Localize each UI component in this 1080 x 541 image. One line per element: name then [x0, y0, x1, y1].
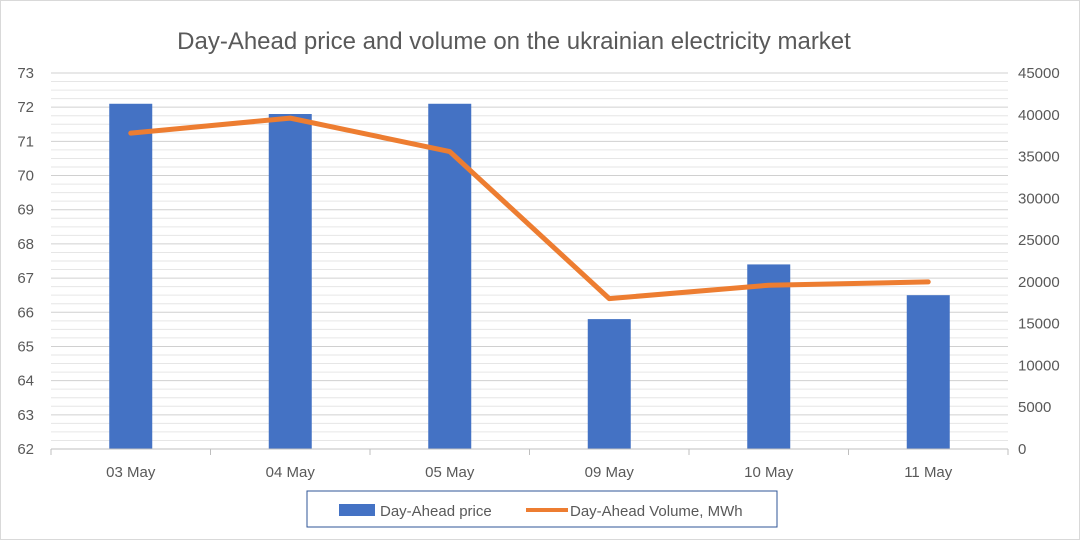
chart-title: Day-Ahead price and volume on the ukrain… — [177, 28, 851, 55]
x-tick-label: 03 May — [106, 464, 156, 481]
price-bars — [109, 103, 950, 449]
y-left-tick-label: 63 — [17, 407, 34, 424]
y-right-tick-label: 45000 — [1018, 65, 1060, 82]
axes: 62 63 64 65 66 67 68 69 70 71 72 73 0 5000 10000 15000 2… — [17, 65, 1059, 481]
y-right-tick-label: 40000 — [1018, 107, 1060, 124]
y-left-tick-label: 66 — [17, 304, 34, 321]
y-left-tick-label: 67 — [17, 270, 34, 287]
volume-line-path — [128, 115, 931, 302]
price-bar — [587, 319, 631, 449]
y-left-tick-label: 64 — [17, 373, 34, 390]
y-right-tick-label: 30000 — [1018, 190, 1060, 207]
y-left-tick-label: 69 — [17, 202, 34, 219]
x-tick-label: 10 May — [744, 464, 794, 481]
price-bar — [906, 295, 950, 449]
y-left-tick-label: 70 — [17, 168, 34, 185]
price-bar — [268, 114, 312, 449]
legend-label-price: Day-Ahead price — [380, 503, 492, 520]
y-left-tick-label: 72 — [17, 99, 34, 116]
y-left-tick-label: 68 — [17, 236, 34, 253]
x-tick-label: 09 May — [585, 464, 635, 481]
price-bar — [747, 264, 791, 449]
y-right-tick-label: 35000 — [1018, 149, 1060, 166]
y-right-tick-label: 5000 — [1018, 399, 1051, 416]
x-tick-label: 11 May — [904, 464, 953, 481]
x-tick-label: 05 May — [425, 464, 475, 481]
y-right-tick-label: 10000 — [1018, 357, 1060, 374]
y-right-tick-label: 0 — [1018, 441, 1026, 458]
volume-line — [128, 115, 931, 302]
price-bar — [109, 103, 153, 449]
gridlines — [51, 72, 1008, 450]
y-left-tick-label: 73 — [17, 65, 34, 82]
y-left-tick-label: 62 — [17, 441, 34, 458]
y-right-tick-label: 15000 — [1018, 316, 1060, 333]
y-left-tick-label: 71 — [17, 133, 34, 150]
y-right-tick-label: 25000 — [1018, 232, 1060, 249]
y-left-tick-label: 65 — [17, 338, 34, 355]
x-tick-label: 04 May — [266, 464, 316, 481]
y-right-tick-label: 20000 — [1018, 274, 1060, 291]
legend: Day-Ahead price Day-Ahead Volume, MWh — [306, 490, 778, 528]
price-bar — [428, 103, 472, 449]
legend-label-volume: Day-Ahead Volume, MWh — [570, 503, 743, 520]
legend-swatch-price — [339, 504, 375, 516]
